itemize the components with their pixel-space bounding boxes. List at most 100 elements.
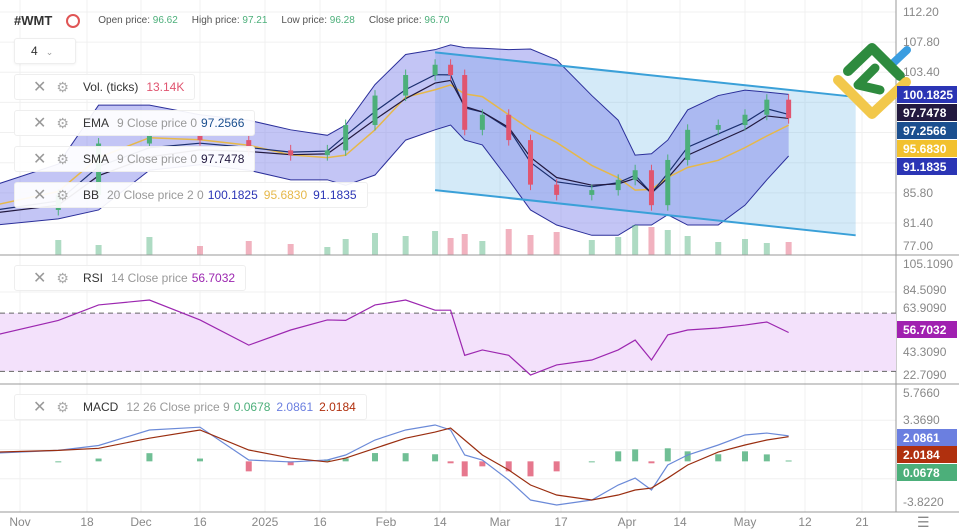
x-axis-label: 16 — [313, 515, 327, 529]
candle-body — [589, 190, 595, 195]
low-label: Low price: — [281, 15, 327, 26]
value-badge: 100.1825 — [897, 86, 957, 103]
gear-icon[interactable]: ⚙ — [56, 150, 69, 167]
signal-line — [0, 427, 789, 501]
value-badge: 97.2566 — [897, 122, 957, 139]
rsi-line — [0, 299, 789, 376]
candle-body — [742, 114, 748, 126]
legend-value: 56.7032 — [191, 271, 236, 285]
candle-body — [324, 150, 330, 156]
x-axis-label: May — [733, 515, 757, 529]
broker-logo — [833, 43, 911, 119]
macd-histogram-bar — [447, 461, 454, 464]
macd-histogram-bar — [245, 461, 252, 472]
volume-bar — [715, 242, 722, 255]
volume-bar — [527, 235, 534, 255]
x-axis-label: 21 — [855, 515, 869, 529]
gear-icon[interactable]: ⚙ — [56, 78, 69, 95]
candle-body — [372, 95, 378, 126]
bb-upper-value: 100.1825 — [207, 188, 258, 202]
ema-line — [0, 74, 789, 211]
candle-body — [448, 64, 454, 76]
channel-fill — [435, 52, 856, 236]
rsi-axis-label: 84.5090 — [903, 283, 947, 297]
candle-body — [665, 159, 671, 206]
volume-bar — [553, 232, 560, 255]
macd-histogram-bar — [632, 449, 639, 462]
volume-bar — [632, 225, 639, 255]
rsi-axis-label: 63.9090 — [903, 301, 947, 315]
close-icon[interactable]: ✕ — [33, 151, 47, 168]
macd-histogram-bar — [742, 451, 748, 462]
close-icon[interactable]: ✕ — [33, 270, 47, 287]
gear-icon[interactable]: ⚙ — [56, 186, 69, 203]
price-axis-label: 112.20 — [903, 5, 939, 19]
candle-body — [632, 170, 638, 180]
candle-body — [432, 64, 438, 76]
value-badge: 56.7032 — [897, 321, 957, 338]
macd-histogram-bar — [615, 451, 622, 462]
legend-bb: ✕ ⚙ BB 20 Close price 2 0 100.1825 95.6830 9… — [14, 182, 368, 208]
legend-name: MACD — [82, 400, 119, 414]
macd-histogram-bar — [479, 461, 486, 467]
legend-value: 97.7478 — [201, 152, 245, 166]
axis-settings-icon[interactable]: ☰ — [917, 514, 930, 530]
rsi-axis-label: 22.7090 — [903, 368, 947, 382]
rsi-axis-label: 43.3090 — [903, 345, 947, 359]
macd-histogram-bar — [342, 458, 349, 462]
macd-histogram-bar — [505, 461, 512, 472]
candle-body — [479, 114, 485, 130]
value-badge: 2.0184 — [897, 446, 957, 463]
interval-dropdown[interactable]: 4 ⌄ — [14, 38, 76, 64]
volume-bar — [588, 240, 595, 255]
price-axis-label: 81.40 — [903, 215, 934, 230]
macd-histogram-bar — [664, 448, 671, 462]
x-axis-label: 16 — [193, 515, 207, 529]
macd-histogram-bar — [372, 453, 378, 462]
clock-icon[interactable] — [66, 13, 81, 28]
volume-bar — [742, 239, 748, 255]
gear-icon[interactable]: ⚙ — [56, 114, 69, 131]
close-icon[interactable]: ✕ — [33, 79, 47, 96]
legend-rsi: ✕ ⚙ RSI 14 Close price 56.7032 — [14, 265, 247, 291]
close-icon[interactable]: ✕ — [33, 115, 47, 132]
rsi-axis-label: 105.1090 — [903, 257, 954, 271]
gear-icon[interactable]: ⚙ — [56, 269, 69, 286]
macd-histogram-bar — [432, 454, 439, 462]
macd-histogram-bar — [287, 461, 294, 466]
candle-body — [246, 140, 252, 151]
x-axis-label: Apr — [617, 515, 637, 529]
legend-name: EMA — [82, 116, 109, 130]
legend-params: 9 Close price 0 — [116, 152, 198, 166]
macd-histogram-bar — [588, 461, 595, 463]
legend-value: 13.14K — [146, 80, 185, 94]
volume-bar — [146, 237, 153, 255]
legend-params: 14 Close price — [110, 271, 188, 285]
candle-body — [715, 125, 721, 130]
macd-histogram-bar — [197, 458, 203, 462]
candle-body — [615, 179, 621, 191]
open-value: 96.62 — [152, 15, 178, 26]
volume-bar — [785, 242, 792, 255]
close-icon[interactable]: ✕ — [33, 187, 47, 204]
macd-histogram-bar — [763, 454, 770, 462]
volume-bar — [763, 243, 770, 255]
legend-params: 12 26 Close price 9 — [126, 400, 230, 414]
price-axis-label: 85.80 — [903, 185, 934, 200]
candle-body — [288, 150, 294, 156]
macd-hist-value: 0.0678 — [233, 400, 271, 414]
open-label: Open price: — [98, 15, 150, 26]
high-label: High price: — [191, 15, 240, 26]
price-axis-label: 103.40 — [903, 65, 940, 80]
candle-body — [403, 75, 409, 96]
volume-bar — [342, 239, 349, 255]
legend-name: BB — [82, 188, 99, 202]
price-axis-label: 77.00 — [903, 239, 934, 253]
macd-histogram-bar — [461, 461, 468, 477]
symbol-name[interactable]: #WMT — [14, 13, 53, 28]
macd-histogram-bar — [715, 454, 722, 462]
legend-name: SMA — [82, 152, 109, 166]
close-icon[interactable]: ✕ — [33, 399, 47, 416]
gear-icon[interactable]: ⚙ — [56, 398, 69, 415]
